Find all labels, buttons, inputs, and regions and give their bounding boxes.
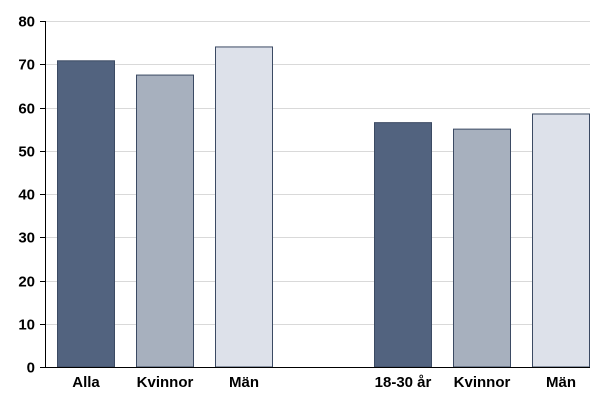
category-label: Kvinnor [454, 374, 511, 391]
bar-2 [137, 75, 194, 367]
category-label: Alla [72, 374, 100, 391]
category-label: Män [229, 374, 259, 391]
bar-1 [58, 61, 115, 367]
bar-5 [454, 129, 511, 367]
category-label: 18-30 år [375, 374, 432, 391]
y-tick-label: 20 [18, 274, 35, 291]
bar-6 [533, 114, 590, 367]
bars [58, 47, 590, 367]
category-label: Kvinnor [137, 374, 194, 391]
y-tick-label: 40 [18, 187, 35, 204]
category-label: Män [546, 374, 576, 391]
y-tick-label: 30 [18, 230, 35, 247]
y-tick-label: 10 [18, 317, 35, 334]
category-labels: Alla Kvinnor Män 18-30 år Kvinnor Män [72, 374, 576, 391]
y-tick-label: 60 [18, 101, 35, 118]
y-tick-label: 0 [27, 360, 35, 377]
bar-4 [375, 123, 432, 367]
bar-3 [216, 47, 273, 367]
y-tick-labels: 0 10 20 30 40 50 60 70 80 [18, 14, 45, 377]
y-tick-label: 70 [18, 57, 35, 74]
y-tick-label: 50 [18, 144, 35, 161]
y-tick-label: 80 [18, 14, 35, 31]
